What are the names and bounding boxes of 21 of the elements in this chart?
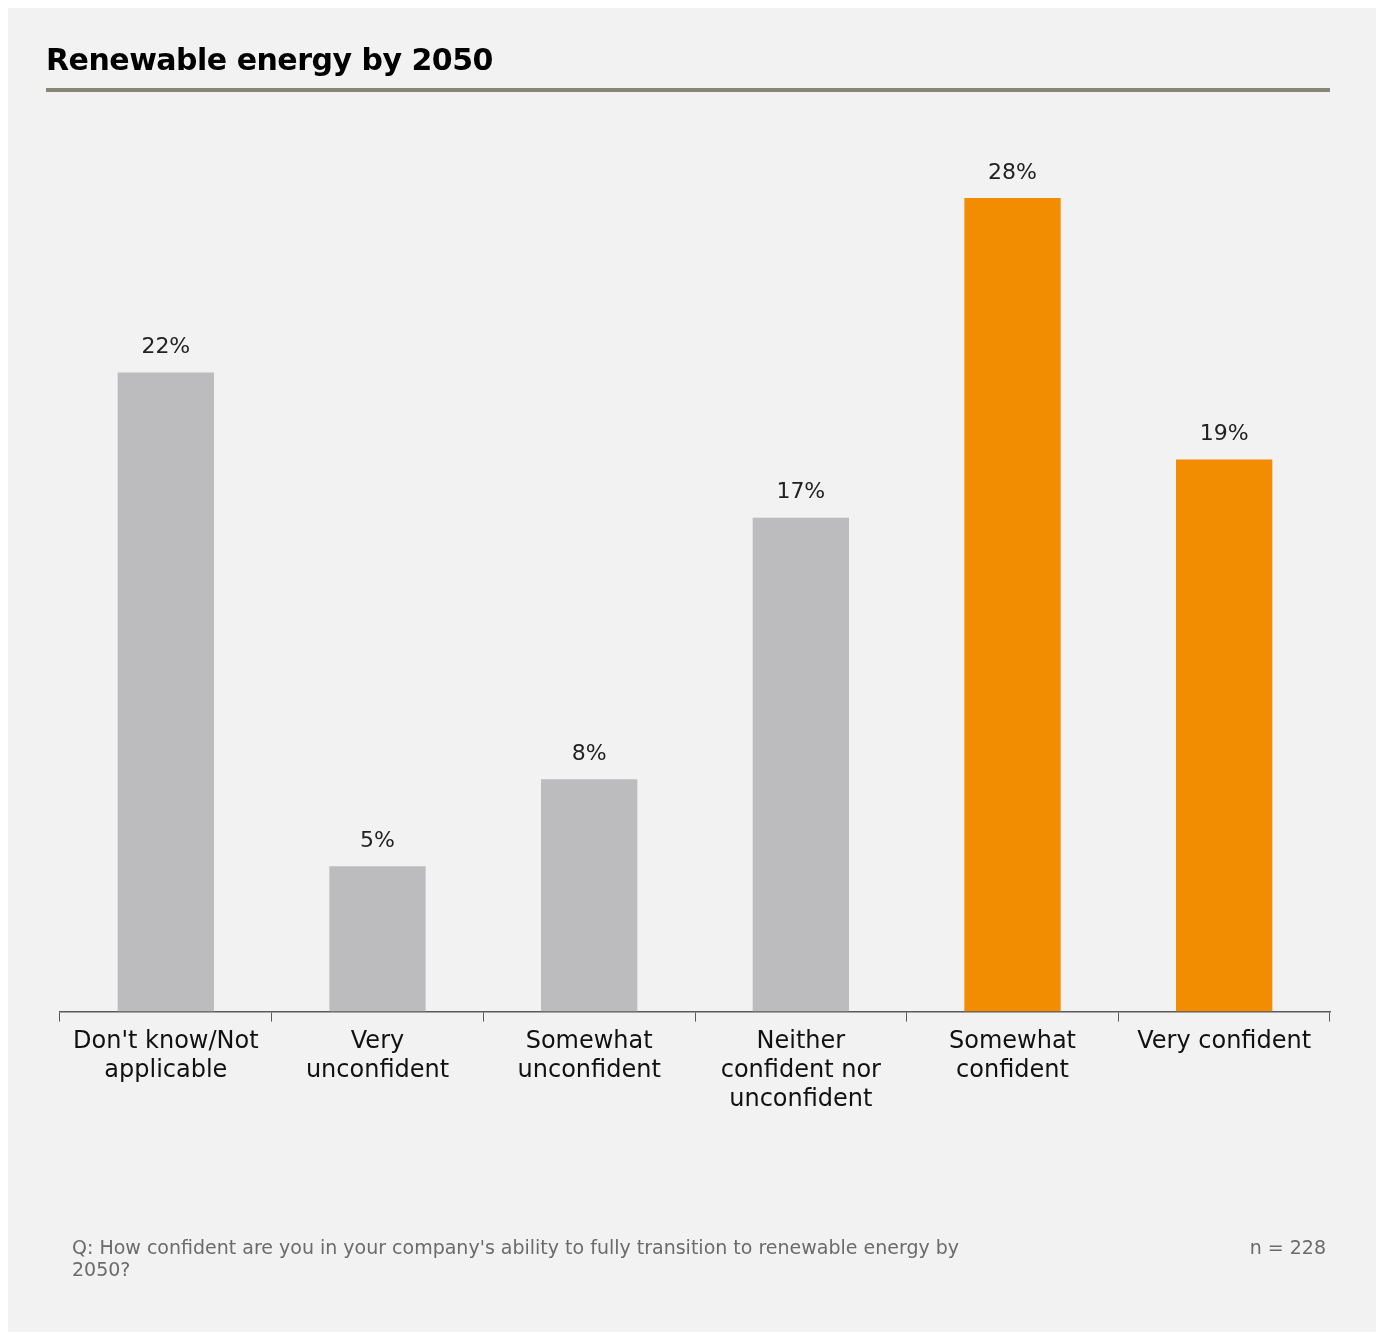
data-label: 5% — [360, 827, 395, 853]
x-tick-label: Somewhat confident — [948, 1026, 1077, 1084]
bar — [117, 372, 214, 1012]
bar — [329, 866, 426, 1012]
data-label: 8% — [571, 739, 607, 765]
x-tick-label: Very confident — [1137, 1026, 1312, 1055]
x-tick-label: Somewhat unconfident — [517, 1026, 661, 1084]
bar — [964, 198, 1061, 1012]
bar — [541, 779, 638, 1012]
chart-title: Renewable energy by 2050 — [46, 42, 493, 77]
x-tick-label: Very unconfident — [305, 1026, 450, 1084]
data-label: 28% — [988, 158, 1037, 184]
data-label: 22% — [141, 333, 191, 359]
text: n = 228 — [1249, 1236, 1326, 1258]
text: Q: How confident are you in your company's ability to fully transition to renewable energy by 2050? — [72, 1236, 961, 1280]
bar — [752, 517, 849, 1012]
data-label: 17% — [776, 478, 826, 504]
data-label: 19% — [1199, 420, 1249, 446]
x-tick-label: Neither confident nor unconfident — [720, 1026, 882, 1112]
bar — [1176, 459, 1273, 1012]
x-tick-label: Don't know/Not applicable — [73, 1026, 259, 1084]
